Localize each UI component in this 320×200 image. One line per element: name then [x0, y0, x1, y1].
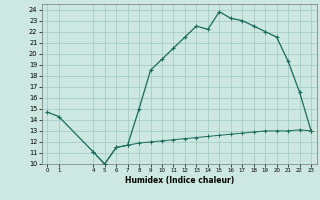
X-axis label: Humidex (Indice chaleur): Humidex (Indice chaleur)	[124, 176, 234, 185]
